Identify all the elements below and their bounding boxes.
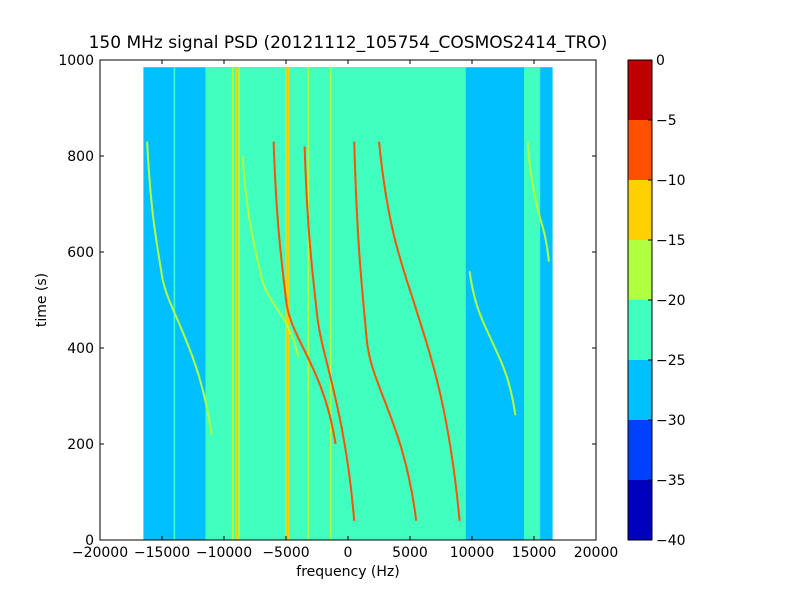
- x-tick-label: −5000: [262, 545, 309, 561]
- colorbar-segment: [628, 420, 652, 480]
- doppler-trace-2: [353, 141, 418, 521]
- x-tick-label: −20000: [72, 545, 128, 561]
- doppler-trace-1: [303, 146, 356, 521]
- y-tick-label: 1000: [58, 53, 94, 69]
- doppler-trace-3: [378, 141, 461, 521]
- heatmap: [143, 67, 553, 540]
- colorbar-segment: [628, 240, 652, 300]
- colorbar-tick-label: −20: [656, 293, 686, 309]
- x-tick-label: −10000: [196, 545, 252, 561]
- y-tick-label: 200: [67, 437, 94, 453]
- doppler-trace-7: [526, 141, 550, 262]
- x-tick-label: 10000: [450, 545, 495, 561]
- x-tick-label: 0: [344, 545, 353, 561]
- colorbar-segment: [628, 120, 652, 180]
- colorbar-tick-label: −25: [656, 353, 686, 369]
- colorbar-tick-label: −10: [656, 173, 686, 189]
- colorbar-segment: [628, 180, 652, 240]
- colorbar-tick-label: −40: [656, 533, 686, 549]
- heatmap-band-0: [205, 67, 466, 540]
- x-tick-label: 5000: [392, 545, 428, 561]
- y-axis-label: time (s): [34, 273, 50, 327]
- colorbar-tick-label: 0: [656, 53, 665, 69]
- chart-title: 150 MHz signal PSD (20121112_105754_COSM…: [89, 33, 608, 53]
- x-tick-label: 20000: [574, 545, 619, 561]
- colorbar-segment: [628, 300, 652, 360]
- colorbar-segment: [628, 360, 652, 420]
- y-tick-label: 800: [67, 149, 94, 165]
- colorbar-segment: [628, 60, 652, 120]
- colorbar-tick-label: −30: [656, 413, 686, 429]
- doppler-trace-0: [272, 141, 337, 445]
- doppler-trace-6: [468, 271, 517, 416]
- colorbar-tick-label: −15: [656, 233, 686, 249]
- colorbar: 0 −5 −10 −15 −20 −25 −30 −35 −40: [627, 53, 686, 549]
- doppler-trace-5: [146, 141, 213, 435]
- x-axis-label: frequency (Hz): [296, 564, 399, 580]
- colorbar-tick-label: −5: [656, 113, 677, 129]
- colorbar-segment: [628, 480, 652, 540]
- doppler-trace-4: [241, 155, 300, 358]
- heatmap-band-1: [524, 67, 541, 540]
- y-tick-label: 0: [85, 533, 94, 549]
- x-axis: −20000 −15000 −10000 −5000 0 5000 10000 15000 20…: [72, 60, 618, 561]
- y-tick-label: 600: [67, 245, 94, 261]
- x-tick-label: −15000: [134, 545, 190, 561]
- x-tick-label: 15000: [512, 545, 557, 561]
- y-axis: 0 200 400 600 800 1000: [58, 53, 596, 549]
- y-tick-label: 400: [67, 341, 94, 357]
- colorbar-tick-label: −35: [656, 473, 686, 489]
